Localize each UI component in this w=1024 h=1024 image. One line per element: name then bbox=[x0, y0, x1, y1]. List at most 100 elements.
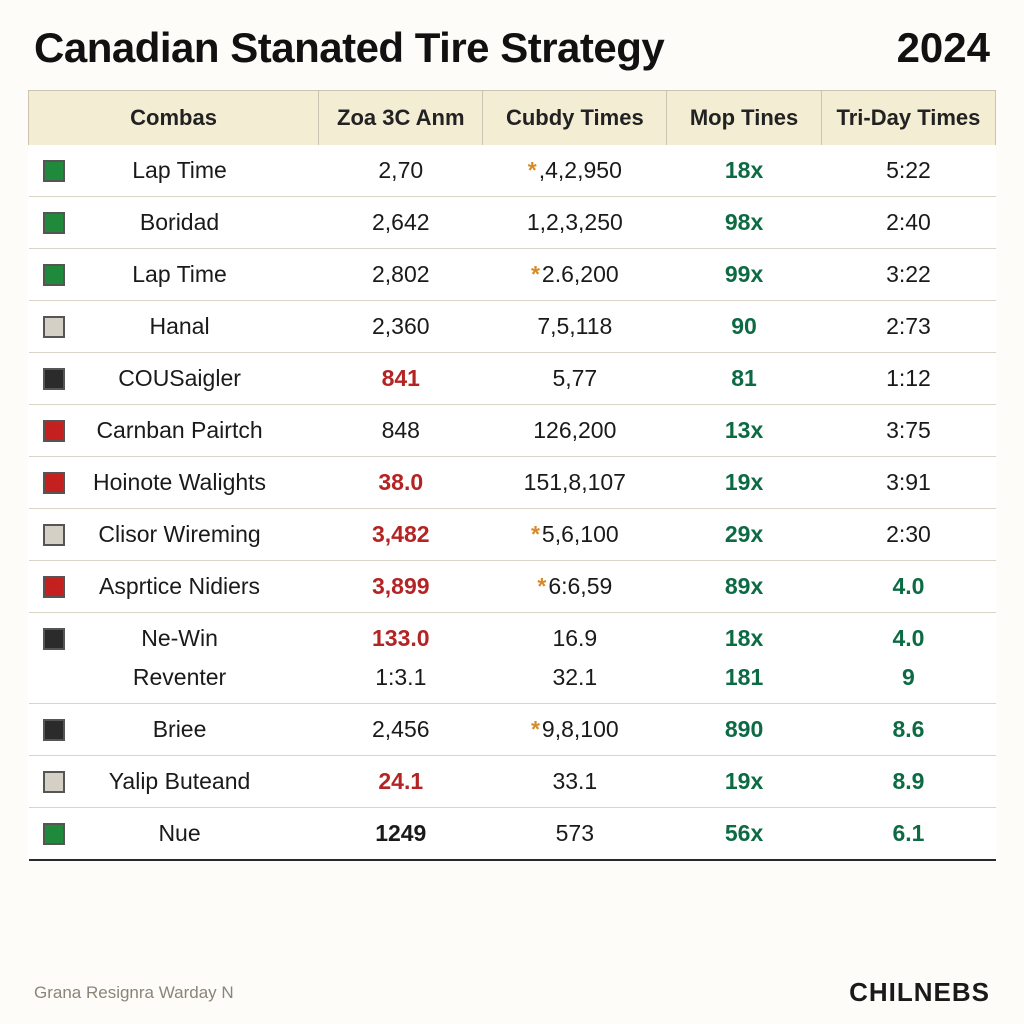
cell-zoa: 1249 bbox=[319, 808, 483, 861]
cell-zoa: 38.0 bbox=[319, 457, 483, 509]
cell-zoa: 3,482 bbox=[319, 509, 483, 561]
row-name-cell: Boridad bbox=[29, 197, 319, 248]
cell-mop: 89x bbox=[667, 561, 822, 613]
cell-tri: 6.1 bbox=[821, 808, 995, 861]
cell-zoa: 133.0 bbox=[319, 613, 483, 665]
cell-mop: 18x bbox=[667, 613, 822, 665]
table-row: Ne-Win133.016.918x4.0 bbox=[29, 613, 996, 665]
col-cubdy: Cubdy Times bbox=[483, 91, 667, 146]
row-label: Asprtice Nidiers bbox=[79, 573, 311, 600]
col-tri: Tri-Day Times bbox=[821, 91, 995, 146]
header: Canadian Stanated Tire Strategy 2024 bbox=[28, 24, 996, 72]
row-label: Briee bbox=[79, 716, 311, 743]
row-name-cell: Hoinote Walights bbox=[29, 457, 319, 508]
row-name-cell: Nue bbox=[29, 808, 319, 859]
cell-zoa: 2,70 bbox=[319, 145, 483, 197]
cell-tri: 3:91 bbox=[821, 457, 995, 509]
col-mop: Mop Tines bbox=[667, 91, 822, 146]
cell-cubdy: ,4,2,950 bbox=[483, 145, 667, 197]
cell-zoa: 1:3.1 bbox=[319, 664, 483, 704]
cell-cubdy: 33.1 bbox=[483, 756, 667, 808]
row-name-cell: Ne-Win bbox=[29, 613, 319, 664]
cell-tri: 4.0 bbox=[821, 613, 995, 665]
row-label: Nue bbox=[79, 820, 311, 847]
cell-zoa: 2,802 bbox=[319, 249, 483, 301]
table-row: Nue124957356x6.1 bbox=[29, 808, 996, 861]
cell-tri: 8.6 bbox=[821, 704, 995, 756]
cell-tri: 2:30 bbox=[821, 509, 995, 561]
table-row: Asprtice Nidiers 3,8996:6,5989x4.0 bbox=[29, 561, 996, 613]
cell-tri: 2:73 bbox=[821, 301, 995, 353]
row-label: Reventer bbox=[79, 664, 311, 691]
col-combas: Combas bbox=[29, 91, 319, 146]
row-label: Lap Time bbox=[79, 157, 311, 184]
cell-zoa: 2,642 bbox=[319, 197, 483, 249]
row-label: Carnban Pairtch bbox=[79, 417, 311, 444]
cell-mop: 81 bbox=[667, 353, 822, 405]
row-name-cell: Lap Time bbox=[29, 249, 319, 300]
color-swatch bbox=[43, 524, 65, 546]
row-label: Hanal bbox=[79, 313, 311, 340]
year-label: 2024 bbox=[897, 24, 990, 72]
table-row: Carnban Pairtch848126,20013x3:75 bbox=[29, 405, 996, 457]
cell-mop: 99x bbox=[667, 249, 822, 301]
row-label: Ne-Win bbox=[79, 625, 311, 652]
color-swatch bbox=[43, 628, 65, 650]
table-row: Yalip Buteand24.133.119x8.9 bbox=[29, 756, 996, 808]
color-swatch bbox=[43, 576, 65, 598]
row-name-cell: Reventer bbox=[29, 664, 319, 703]
table-header: Combas Zoa 3C Anm Cubdy Times Mop Tines … bbox=[29, 91, 996, 146]
color-swatch bbox=[43, 771, 65, 793]
color-swatch bbox=[43, 316, 65, 338]
table-row: Hanal2,3607,5,118902:73 bbox=[29, 301, 996, 353]
cell-mop: 56x bbox=[667, 808, 822, 861]
cell-cubdy: 6:6,59 bbox=[483, 561, 667, 613]
cell-mop: 29x bbox=[667, 509, 822, 561]
page-title: Canadian Stanated Tire Strategy bbox=[34, 24, 664, 72]
table-subrow: Reventer1:3.132.11819 bbox=[29, 664, 996, 704]
cell-tri: 4.0 bbox=[821, 561, 995, 613]
cell-tri: 2:40 bbox=[821, 197, 995, 249]
cell-tri: 9 bbox=[821, 664, 995, 704]
color-swatch bbox=[43, 160, 65, 182]
table-row: Hoinote Walights38.0151,8,10719x3:91 bbox=[29, 457, 996, 509]
row-name-cell: Yalip Buteand bbox=[29, 756, 319, 807]
table-row: COUSaigler8415,77811:12 bbox=[29, 353, 996, 405]
cell-cubdy: 151,8,107 bbox=[483, 457, 667, 509]
color-swatch bbox=[43, 823, 65, 845]
col-zoa: Zoa 3C Anm bbox=[319, 91, 483, 146]
row-name-cell: Lap Time bbox=[29, 145, 319, 196]
cell-tri: 8.9 bbox=[821, 756, 995, 808]
row-name-cell: COUSaigler bbox=[29, 353, 319, 404]
table-row: Boridad 2,6421,2,3,25098x2:40 bbox=[29, 197, 996, 249]
row-name-cell: Hanal bbox=[29, 301, 319, 352]
brand-logo: CHILNEBS bbox=[849, 977, 990, 1008]
footnote: Grana Resignra Warday N bbox=[34, 983, 234, 1003]
row-label: Yalip Buteand bbox=[79, 768, 311, 795]
table-row: Lap Time2,8022.6,20099x3:22 bbox=[29, 249, 996, 301]
strategy-table: Combas Zoa 3C Anm Cubdy Times Mop Tines … bbox=[28, 90, 996, 861]
cell-zoa: 24.1 bbox=[319, 756, 483, 808]
table-row: Clisor Wireming3,4825,6,10029x2:30 bbox=[29, 509, 996, 561]
cell-zoa: 3,899 bbox=[319, 561, 483, 613]
table-row: Lap Time2,70,4,2,95018x5:22 bbox=[29, 145, 996, 197]
color-swatch bbox=[43, 368, 65, 390]
cell-tri: 3:22 bbox=[821, 249, 995, 301]
cell-mop: 890 bbox=[667, 704, 822, 756]
cell-mop: 18x bbox=[667, 145, 822, 197]
row-name-cell: Clisor Wireming bbox=[29, 509, 319, 560]
cell-mop: 90 bbox=[667, 301, 822, 353]
color-swatch bbox=[43, 719, 65, 741]
cell-zoa: 2,456 bbox=[319, 704, 483, 756]
cell-mop: 13x bbox=[667, 405, 822, 457]
row-label: Hoinote Walights bbox=[79, 469, 311, 496]
color-swatch bbox=[43, 212, 65, 234]
cell-mop: 98x bbox=[667, 197, 822, 249]
cell-tri: 3:75 bbox=[821, 405, 995, 457]
cell-cubdy: 9,8,100 bbox=[483, 704, 667, 756]
row-name-cell: Briee bbox=[29, 704, 319, 755]
row-label: Boridad bbox=[79, 209, 311, 236]
color-swatch bbox=[43, 264, 65, 286]
cell-cubdy: 1,2,3,250 bbox=[483, 197, 667, 249]
footer: Grana Resignra Warday N CHILNEBS bbox=[28, 963, 996, 1008]
